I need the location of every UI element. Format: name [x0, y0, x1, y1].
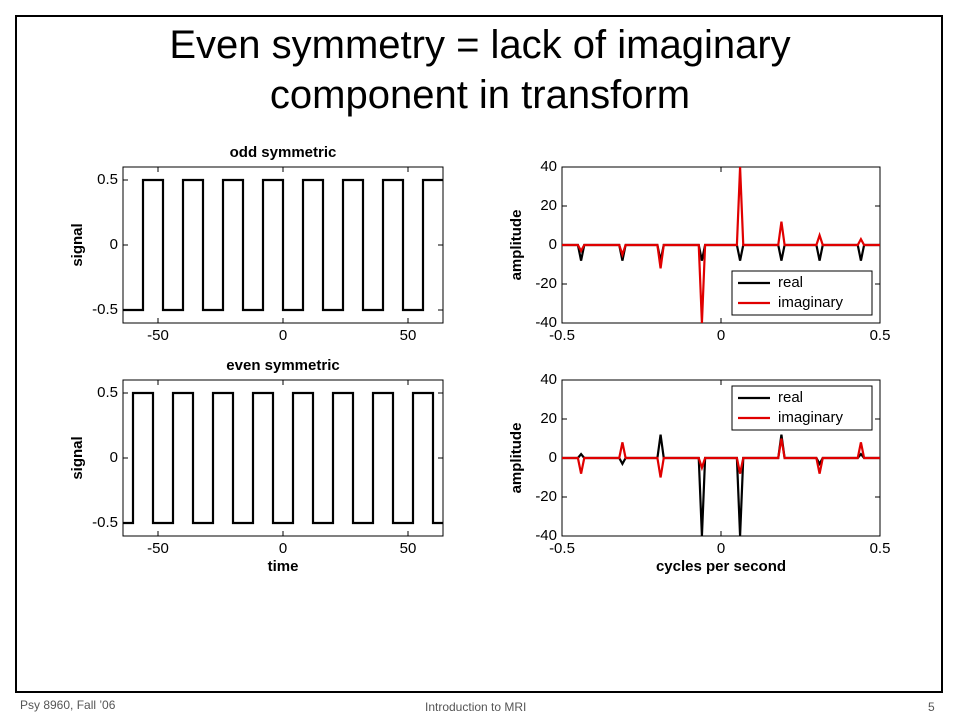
y-tick-label: 20 — [540, 197, 557, 214]
x-axis-label: time — [268, 558, 299, 575]
y-axis-label: amplitude — [508, 210, 525, 281]
chart-title: even symmetric — [226, 357, 339, 374]
x-tick-label: -50 — [147, 327, 169, 344]
x-tick-label: 0.5 — [870, 540, 891, 557]
y-tick-label: 0.5 — [97, 384, 118, 401]
y-tick-label: 20 — [540, 410, 557, 427]
y-axis-label: signal — [69, 223, 86, 266]
x-tick-label: -0.5 — [549, 327, 575, 344]
x-tick-label: -50 — [147, 540, 169, 557]
legend-label: imaginary — [778, 294, 844, 311]
x-tick-label: 0 — [279, 327, 287, 344]
legend-box — [731, 270, 873, 316]
y-axis-label: signal — [69, 436, 86, 479]
slide-frame — [15, 15, 943, 693]
footer-center: Introduction to MRI — [425, 700, 527, 714]
y-tick-label: -0.5 — [92, 514, 118, 531]
y-tick-label: -20 — [535, 488, 557, 505]
x-tick-label: 50 — [400, 327, 417, 344]
y-axis-label: amplitude — [508, 423, 525, 494]
slide-title: Even symmetry = lack of imaginary compon… — [169, 23, 791, 117]
legend-label: real — [778, 274, 803, 291]
series-line — [562, 166, 880, 324]
legend-label: imaginary — [778, 409, 844, 426]
y-tick-label: -40 — [535, 527, 557, 544]
axes-box — [122, 379, 444, 537]
x-tick-label: 50 — [400, 540, 417, 557]
y-tick-label: 0 — [549, 236, 557, 253]
y-tick-label: 0.5 — [97, 171, 118, 188]
series-line — [123, 178, 443, 312]
legend-label: real — [778, 389, 803, 406]
y-tick-label: -20 — [535, 275, 557, 292]
footer-left: Psy 8960, Fall ’06 — [20, 698, 116, 712]
x-tick-label: 0 — [717, 540, 725, 557]
x-tick-label: 0 — [717, 327, 725, 344]
x-tick-label: 0 — [279, 540, 287, 557]
series-line — [562, 438, 880, 478]
x-tick-label: 0.5 — [870, 327, 891, 344]
legend-box — [731, 385, 873, 431]
page-number: 5 — [928, 700, 935, 714]
y-tick-label: 40 — [540, 158, 557, 175]
chart-title: odd symmetric — [230, 144, 337, 161]
series-line — [123, 391, 443, 525]
y-tick-label: -40 — [535, 314, 557, 331]
y-tick-label: 0 — [110, 236, 118, 253]
y-tick-label: 0 — [549, 449, 557, 466]
x-tick-label: -0.5 — [549, 540, 575, 557]
x-axis-label: cycles per second — [656, 558, 786, 575]
y-tick-label: -0.5 — [92, 301, 118, 318]
y-tick-label: 40 — [540, 371, 557, 388]
y-tick-label: 0 — [110, 449, 118, 466]
